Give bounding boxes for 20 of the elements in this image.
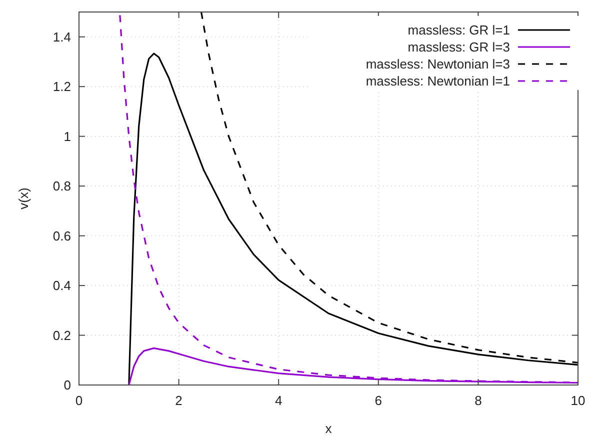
x-axis-title: x [325, 421, 332, 436]
x-tick-label: 10 [570, 393, 586, 408]
y-tick-label: 0 [64, 378, 71, 393]
y-axis-title: v(x) [16, 188, 31, 210]
x-tick-label: 6 [374, 393, 382, 408]
y-tick-label: 1.2 [52, 79, 71, 94]
legend-label: massless: GR l=3 [408, 40, 510, 55]
legend-label: massless: Newtonian l=1 [366, 74, 510, 89]
y-tick-label: 0.4 [52, 278, 71, 294]
y-tick-label: 1 [64, 128, 71, 144]
y-tick-label: 0.6 [52, 228, 71, 244]
y-tick-label: 0.8 [52, 178, 71, 194]
y-tick-label: 1.4 [52, 29, 71, 44]
legend-label: massless: GR l=1 [408, 22, 510, 38]
x-tick-label: 0 [75, 393, 83, 408]
y-tick-label: 0.2 [52, 328, 71, 343]
legend-label: massless: Newtonian l=3 [366, 56, 510, 72]
x-tick-label: 2 [175, 393, 182, 408]
x-tick-label: 8 [474, 393, 482, 408]
x-tick-label: 4 [274, 393, 282, 408]
